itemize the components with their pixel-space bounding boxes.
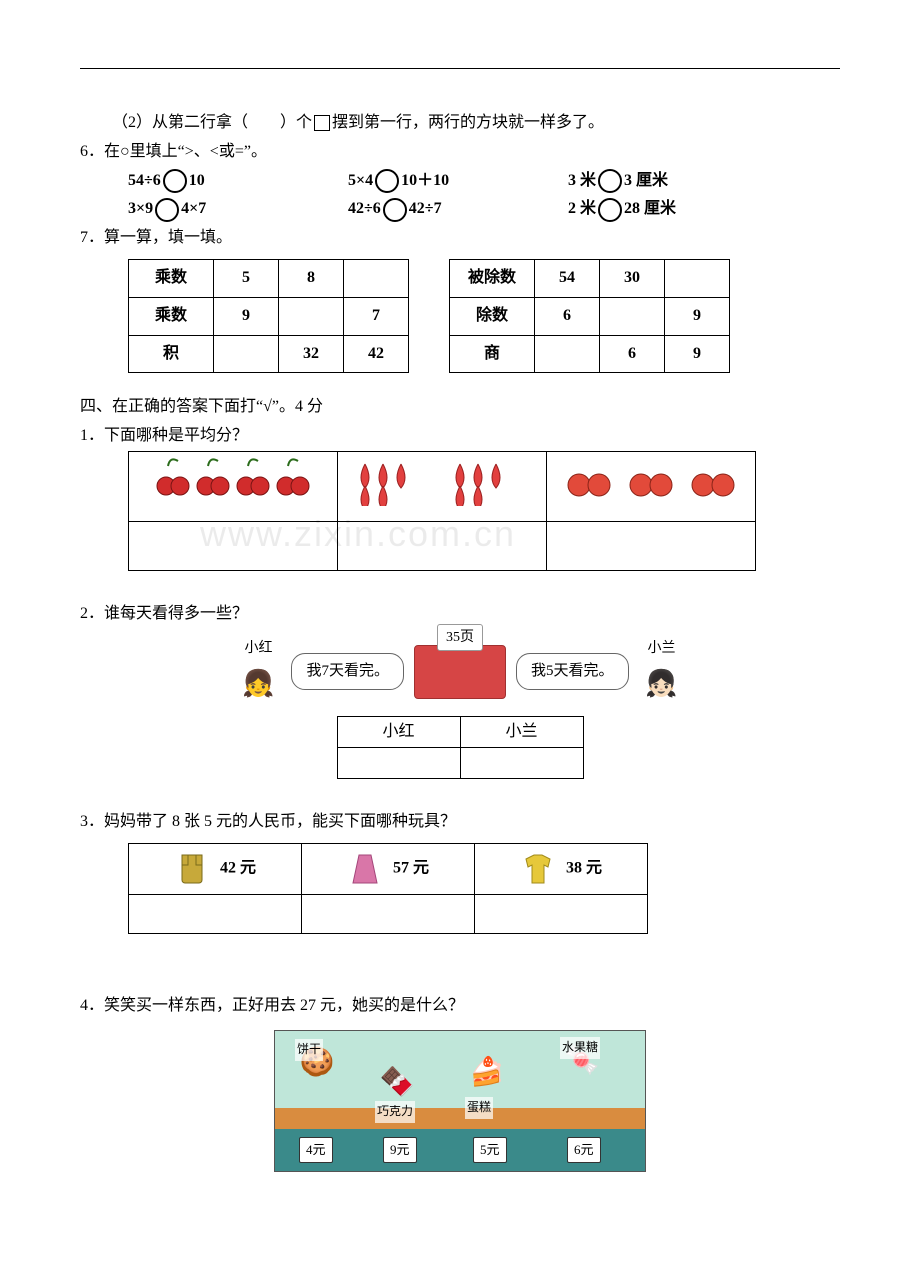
compare-circle[interactable]: [155, 198, 179, 222]
square-icon: [314, 115, 330, 131]
girl-icon: 👧🏻: [639, 662, 685, 708]
q7-title: 7．算一算，填一填。: [80, 224, 840, 253]
q6-row1: 54÷610 5×410＋10 3 米3 厘米: [80, 167, 840, 196]
answer-cell[interactable]: [302, 894, 475, 933]
compare-circle[interactable]: [598, 169, 622, 193]
q5-sub2: （2）从第二行拿（ ）个摆到第一行，两行的方块就一样多了。: [80, 109, 840, 138]
q4-3-title: 3．妈妈带了 8 张 5 元的人民币，能买下面哪种玩具？: [80, 808, 840, 837]
pages-label: 35页: [437, 624, 483, 651]
cake-icon: 🍰: [465, 1051, 509, 1095]
answer-cell[interactable]: [460, 748, 583, 779]
skirt-icon: [347, 851, 383, 887]
bubble-b: 我5天看完。: [516, 653, 629, 690]
q4-1-table: [128, 451, 756, 571]
cell-cherries: [129, 451, 338, 521]
q4-2-figure: 小红 👧 我7天看完。 35页 我5天看完。 小兰 👧🏻: [80, 636, 840, 707]
label-xiaolan: 小兰: [639, 636, 685, 661]
label-xiaohong: 小红: [235, 636, 281, 661]
compare-circle[interactable]: [375, 169, 399, 193]
overalls-icon: [174, 851, 210, 887]
q4-4-scene: 🍪 饼干 🍫 巧克力 🍰 蛋糕 🍬 水果糖 4元 9元 5元 6元: [274, 1030, 646, 1172]
q6-title: 6．在○里填上“>、<或=”。: [80, 138, 840, 167]
bubble-a: 我7天看完。: [291, 653, 404, 690]
cell-apples: [547, 451, 756, 521]
compare-circle[interactable]: [598, 198, 622, 222]
toy-cell: 38 元: [475, 843, 648, 894]
answer-cell[interactable]: [129, 894, 302, 933]
answer-cell[interactable]: [338, 521, 547, 570]
toy-cell: 42 元: [129, 843, 302, 894]
compare-circle[interactable]: [383, 198, 407, 222]
q6-row2: 3×94×7 42÷642÷7 2 米28 厘米: [80, 195, 840, 224]
apples-icon: [561, 456, 741, 506]
section4-heading: 四、在正确的答案下面打“√”。4 分: [80, 393, 840, 422]
cell-strawberries: [338, 451, 547, 521]
q4-1-title: 1．下面哪种是平均分？: [80, 422, 840, 451]
toy-cell: 57 元: [302, 843, 475, 894]
strawberries-icon: [352, 456, 532, 506]
cherries-icon: [148, 456, 318, 506]
answer-cell[interactable]: [547, 521, 756, 570]
q4-3-table: 42 元 57 元 38 元: [128, 843, 648, 934]
q7-right-table: 被除数5430 除数69 商69: [449, 259, 730, 373]
compare-circle[interactable]: [163, 169, 187, 193]
answer-cell[interactable]: [129, 521, 338, 570]
answer-cell[interactable]: [475, 894, 648, 933]
book-icon: 35页: [414, 645, 506, 699]
girl-icon: 👧: [235, 662, 281, 708]
q4-2-table: 小红小兰: [337, 716, 584, 780]
q4-4-title: 4．笑笑买一样东西，正好用去 27 元，她买的是什么？: [80, 992, 840, 1021]
chocolate-icon: 🍫: [375, 1061, 419, 1105]
shirt-icon: [520, 851, 556, 887]
answer-cell[interactable]: [337, 748, 460, 779]
q7-left-table: 乘数58 乘数97 积3242: [128, 259, 409, 373]
top-rule: [80, 68, 840, 69]
